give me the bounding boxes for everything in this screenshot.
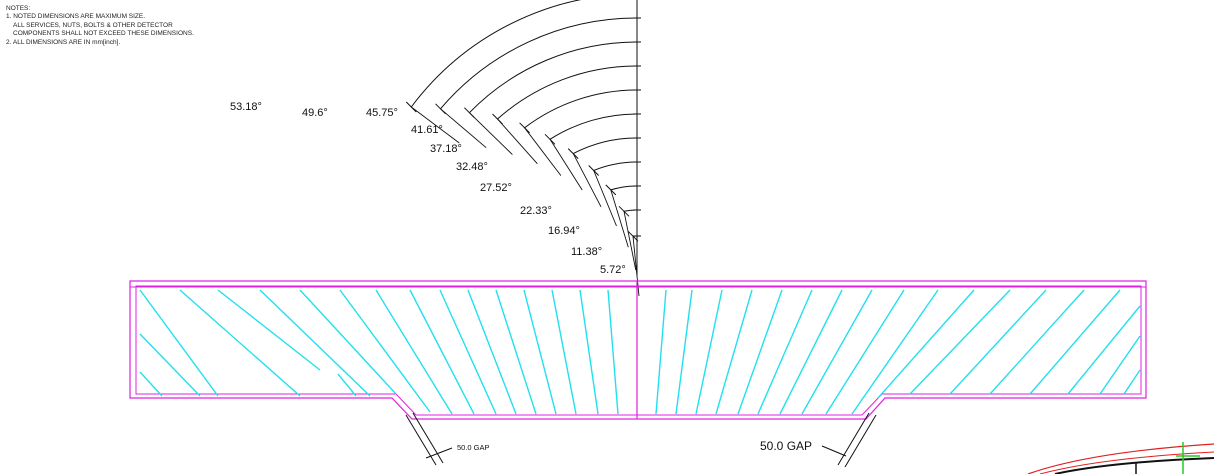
gap-left-marker bbox=[405, 412, 453, 466]
dimension-arc bbox=[572, 137, 638, 155]
gap-right-label: 50.0 GAP bbox=[760, 439, 812, 453]
hatch-line bbox=[299, 289, 397, 395]
extension-line bbox=[549, 139, 583, 191]
arc-end-tick bbox=[588, 165, 600, 176]
hatch-line bbox=[675, 289, 693, 415]
hatch-line bbox=[139, 289, 219, 397]
notes-title: NOTES: bbox=[6, 5, 31, 12]
hatch-line bbox=[801, 289, 873, 415]
hatch-line bbox=[179, 289, 301, 397]
hatch-line bbox=[337, 373, 357, 397]
hatch-line bbox=[825, 289, 905, 415]
angle-dimension-arcs bbox=[405, 0, 641, 296]
hatch-line bbox=[375, 289, 453, 415]
angle-label-7: 27.52° bbox=[480, 182, 512, 194]
detail-fragment bbox=[1027, 442, 1214, 474]
hatch-line bbox=[467, 289, 517, 415]
notes-line-3: COMPONENTS SHALL NOT EXCEED THESE DIMENS… bbox=[13, 30, 194, 38]
dimension-arc bbox=[469, 41, 638, 114]
hatch-line bbox=[259, 289, 371, 397]
gap-right-marker bbox=[821, 412, 877, 468]
angle-labels: 53.18° 49.6° 45.75° 41.61° 37.18° 32.48°… bbox=[230, 101, 626, 276]
hatch-line bbox=[139, 371, 163, 397]
notes-line-4: 2. ALL DIMENSIONS ARE IN mm[inch]. bbox=[6, 38, 121, 46]
angle-label-8: 22.33° bbox=[520, 205, 552, 217]
arc-end-tick bbox=[618, 205, 630, 217]
angle-label-6: 32.48° bbox=[456, 161, 488, 173]
hatch-line bbox=[439, 289, 497, 415]
arc-end-tick bbox=[405, 101, 417, 113]
hatch-line bbox=[715, 289, 753, 415]
dimension-arc bbox=[410, 0, 582, 108]
crystal-hatching bbox=[139, 289, 1141, 415]
hatch-line bbox=[949, 289, 1047, 395]
arc-end-tick bbox=[567, 148, 579, 159]
arc-end-tick bbox=[519, 122, 530, 134]
dimension-arc bbox=[497, 65, 638, 120]
hatch-line bbox=[909, 289, 1011, 395]
angle-label-1: 53.18° bbox=[230, 101, 262, 113]
notes-block: NOTES: 1. NOTED DIMENSIONS ARE MAXIMUM S… bbox=[6, 5, 194, 47]
hatch-line bbox=[779, 289, 843, 415]
hatch-line bbox=[695, 289, 723, 415]
detector-outline bbox=[129, 280, 1147, 420]
hatch-line bbox=[409, 289, 475, 415]
extension-line bbox=[524, 127, 562, 176]
hatch-line bbox=[1099, 335, 1141, 395]
hatch-line bbox=[1029, 289, 1121, 395]
gap-left-label: 50.0 GAP bbox=[457, 443, 490, 452]
angle-label-10: 11.38° bbox=[571, 246, 602, 258]
hatch-line bbox=[217, 289, 321, 371]
dimension-arc bbox=[524, 89, 638, 129]
hatch-line bbox=[737, 289, 783, 415]
angle-label-2: 49.6° bbox=[302, 107, 328, 119]
angle-label-9: 16.94° bbox=[548, 225, 580, 237]
hatch-line bbox=[607, 289, 619, 415]
dimension-arc bbox=[440, 17, 638, 110]
hatch-line bbox=[1067, 305, 1141, 395]
extension-line bbox=[411, 106, 460, 144]
hatch-line bbox=[523, 289, 557, 415]
hatch-line bbox=[877, 289, 975, 399]
hatch-line bbox=[757, 289, 813, 415]
hatch-line bbox=[579, 289, 599, 415]
arc-end-tick bbox=[544, 133, 556, 145]
extension-line bbox=[440, 108, 487, 149]
hatch-line bbox=[495, 289, 537, 415]
extension-line bbox=[610, 189, 629, 248]
notes-line-1: 1. NOTED DIMENSIONS ARE MAXIMUM SIZE. bbox=[6, 13, 146, 21]
extension-line bbox=[497, 118, 538, 165]
angle-label-11: 5.72° bbox=[600, 264, 626, 276]
arc-end-tick bbox=[435, 103, 446, 115]
hatch-line bbox=[339, 289, 431, 413]
dimension-arc bbox=[610, 185, 638, 191]
angle-label-5: 37.18° bbox=[430, 143, 462, 155]
hatch-line bbox=[551, 289, 577, 415]
hatch-line bbox=[139, 333, 201, 397]
extension-line bbox=[623, 211, 637, 271]
arc-end-tick bbox=[464, 107, 475, 119]
dimension-arc bbox=[549, 113, 638, 140]
extension-line bbox=[593, 170, 617, 227]
dimension-arc bbox=[593, 161, 638, 171]
hatch-line bbox=[989, 289, 1085, 395]
arc-end-tick bbox=[605, 184, 617, 196]
hatch-line bbox=[1123, 369, 1141, 395]
hatch-line bbox=[851, 289, 939, 415]
extension-line bbox=[469, 112, 513, 155]
angle-label-3: 45.75° bbox=[366, 107, 398, 119]
notes-line-2: ALL SERVICES, NUTS, BOLTS & OTHER DETECT… bbox=[13, 21, 173, 29]
extension-line bbox=[572, 153, 602, 208]
arc-end-tick bbox=[492, 113, 503, 125]
hatch-line bbox=[655, 289, 667, 415]
angle-label-4: 41.61° bbox=[411, 124, 443, 136]
